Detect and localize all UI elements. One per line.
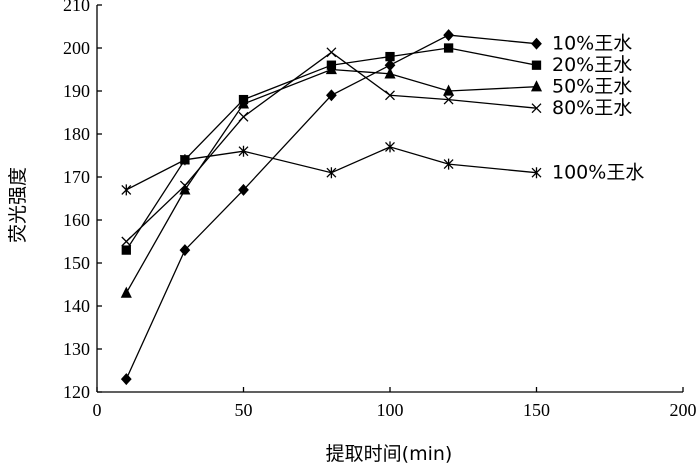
series-label: 50%王水 [552,76,632,98]
y-tick-label: 130 [63,339,90,359]
y-tick-label: 210 [63,0,90,15]
y-tick-label: 170 [63,167,90,187]
data-point [443,29,454,42]
series-1: 10%王水 [120,29,632,386]
data-point [326,167,337,179]
data-point [385,51,395,62]
x-tick-label: 50 [235,400,253,420]
data-point [237,97,250,109]
data-point [443,43,454,53]
y-tick-label: 150 [63,253,90,273]
data-point [121,245,131,255]
data-point [385,90,395,101]
series-3: 50%王水 [120,63,632,298]
data-point [120,373,132,386]
data-point [121,236,132,247]
data-point [443,158,454,170]
data-point [531,103,542,114]
y-tick-label: 180 [63,124,90,144]
series-4: 80%王水 [121,47,632,247]
data-point [121,184,132,196]
data-point [179,180,190,191]
data-point [443,94,454,105]
x-axis-label: 提取时间(min) [326,443,453,465]
x-tick-label: 200 [670,400,697,420]
series-line [125,47,537,251]
series-line [125,51,537,242]
series-line [125,34,537,380]
data-point [179,183,191,195]
data-point [238,111,249,122]
x-tick-label: 0 [93,400,102,420]
axes: 0 50 100 150 200 120 130 140 150 160 170 180 190 200 2… [63,0,697,420]
y-tick-label: 160 [63,210,90,230]
series-label: 100%王水 [552,162,644,184]
data-point [326,47,337,58]
data-point [443,84,455,96]
series-label: 80%王水 [552,97,632,119]
series-label: 10%王水 [552,33,632,55]
data-point [238,145,249,157]
data-point [384,67,396,79]
data-point [179,154,190,166]
data-point [120,286,132,298]
y-axis-label: 荧光强度 [7,167,29,243]
x-tick-label: 150 [523,400,550,420]
y-tick-label: 140 [63,296,90,316]
data-point [531,60,542,70]
y-tick-label: 200 [63,38,90,58]
series-5: 100%王水 [121,141,644,196]
x-tick-label: 100 [377,400,404,420]
data-point [530,80,543,92]
data-point [385,141,395,153]
data-point [179,244,191,257]
data-point [238,183,249,196]
y-tick-label: 190 [63,81,90,101]
data-point [531,37,542,50]
data-point [531,167,542,179]
data-point [325,63,337,75]
data-point [326,89,337,102]
series-label: 20%王水 [552,54,632,76]
y-tick-label: 120 [63,382,90,402]
